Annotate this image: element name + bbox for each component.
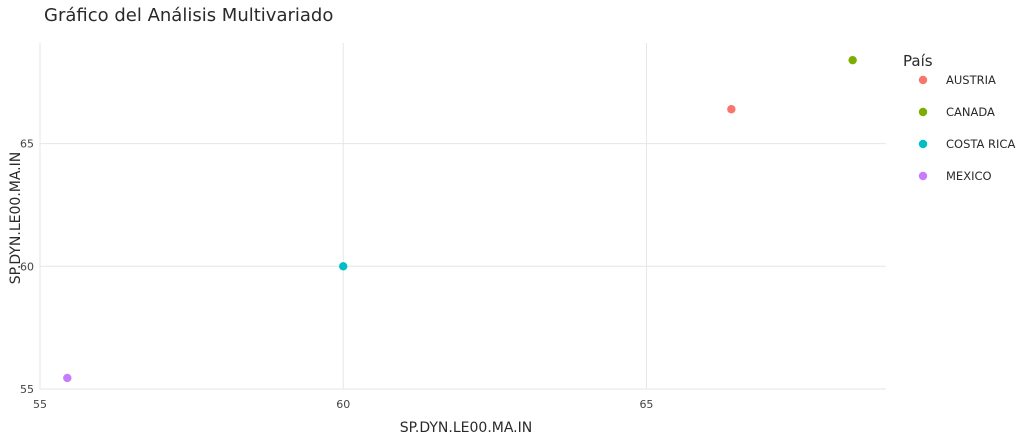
legend-key — [918, 75, 928, 85]
legend-label: AUSTRIA — [946, 73, 996, 87]
x-tick-label: 60 — [336, 398, 350, 411]
data-point — [339, 262, 348, 271]
legend-key — [918, 139, 928, 149]
y-tick-label: 60 — [20, 260, 34, 273]
y-tick-label: 65 — [20, 138, 34, 151]
chart-title: Gráfico del Análisis Multivariado — [44, 5, 333, 26]
legend-label: COSTA RICA — [946, 137, 1015, 151]
data-point — [63, 373, 72, 383]
legend-key — [918, 107, 928, 117]
axis-ticks: 55 60 65 55 60 65 — [20, 138, 653, 411]
legend: País AUSTRIA CANADA COSTA RICA MEXICO — [903, 52, 1015, 183]
data-point — [848, 55, 857, 65]
data-point — [727, 105, 736, 114]
x-axis-title: SP.DYN.LE00.MA.IN — [400, 420, 532, 436]
y-tick-label: 55 — [20, 383, 34, 396]
legend-label: MEXICO — [946, 169, 992, 183]
legend-title: País — [903, 52, 933, 70]
legend-label: CANADA — [946, 105, 995, 119]
legend-key — [918, 171, 928, 181]
y-axis-title: SP.DYN.LE00.MA.IN — [8, 152, 24, 284]
data-points — [63, 55, 857, 383]
x-tick-label: 65 — [639, 398, 653, 411]
grid-lines — [39, 43, 886, 390]
x-tick-label: 55 — [33, 398, 47, 411]
